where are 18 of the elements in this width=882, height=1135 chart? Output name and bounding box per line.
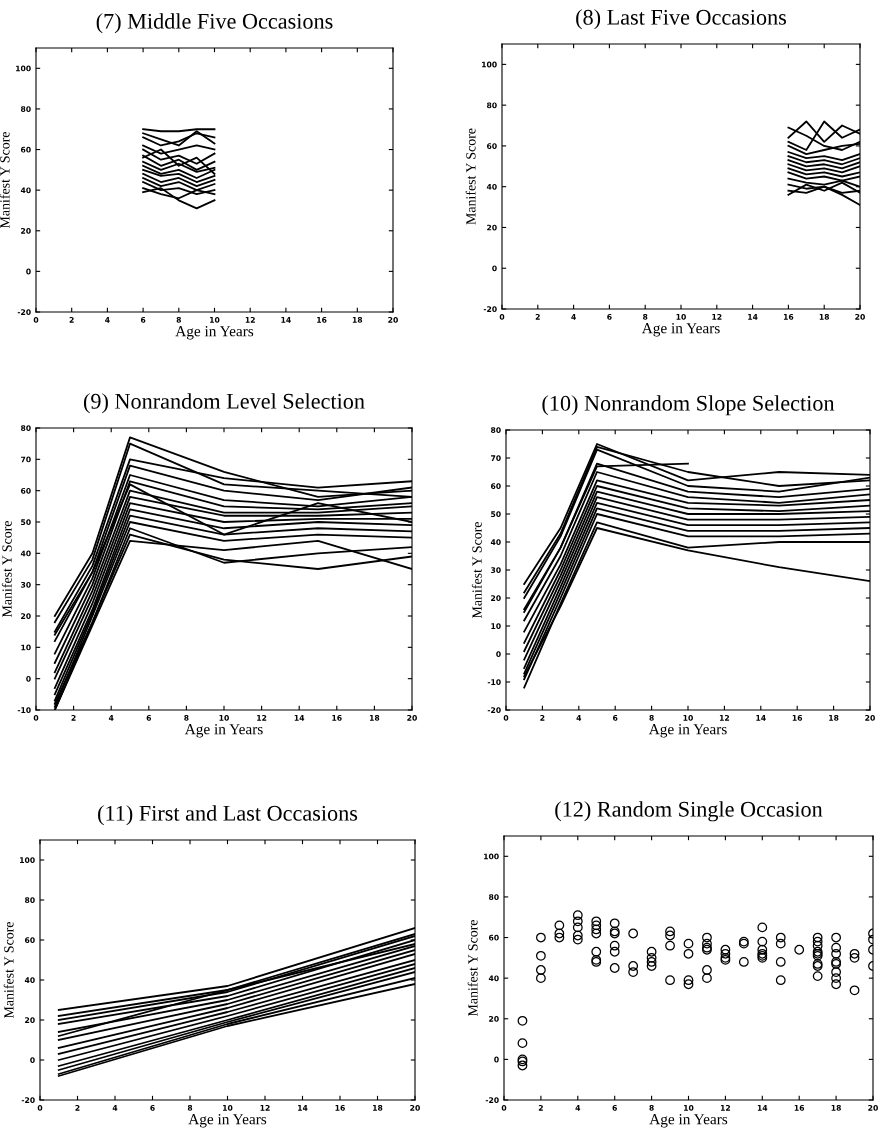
- y-axis-title: Manifest Y Score: [471, 522, 482, 619]
- chart-title: (10) Nonrandom Slope Selection: [542, 395, 835, 416]
- x-axis-title: Age in Years: [641, 323, 720, 337]
- x-axis-title: Age in Years: [184, 724, 263, 738]
- chart-title: (12) Random Single Occasion: [555, 801, 823, 822]
- y-axis-title: Manifest Y Score: [467, 920, 478, 1017]
- chart-title: (11) First and Last Occasions: [98, 805, 358, 826]
- x-axis-title: Age in Years: [175, 326, 254, 340]
- y-axis-title: Manifest Y Score: [3, 922, 14, 1019]
- y-axis-title: Manifest Y Score: [0, 132, 10, 229]
- x-axis-title: Age in Years: [648, 724, 727, 738]
- y-axis-title: Manifest Y Score: [465, 128, 476, 225]
- chart-title: (8) Last Five Occasions: [576, 9, 787, 30]
- chart-title: (7) Middle Five Occasions: [96, 13, 333, 34]
- x-axis-title: Age in Years: [649, 1114, 728, 1128]
- chart-title: (9) Nonrandom Level Selection: [83, 393, 365, 414]
- x-axis-title: Age in Years: [188, 1114, 267, 1128]
- y-axis-title: Manifest Y Score: [1, 521, 12, 618]
